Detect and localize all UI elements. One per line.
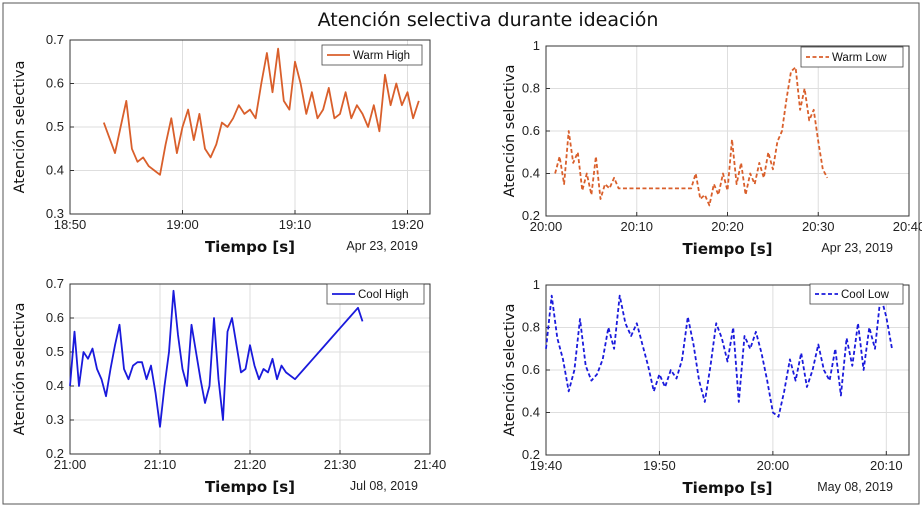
y-tick-label: 0.6: [46, 76, 64, 91]
legend: Cool High: [326, 283, 425, 305]
chart-warm-high: 0.3 0.4 0.5 0.6 0.7 18:50 19:00 19:10 19:20 Atenc…: [12, 32, 431, 256]
y-tick-label: 0.3: [46, 206, 64, 221]
series-line-warm-low: [554, 66, 829, 207]
legend: Warm High: [321, 44, 423, 66]
x-axis-label: Tiempo [s]: [682, 240, 772, 258]
x-tick-label: 19:50: [643, 458, 676, 473]
date-label: Jul 08, 2019: [350, 479, 418, 493]
legend-box: [809, 283, 904, 305]
x-tick-label: 19:10: [279, 217, 312, 232]
panels-container: 0.3 0.4 0.5 0.6 0.7 18:50 19:00 19:10 19:20 Atenc…: [12, 32, 922, 497]
y-axis-label: Atención selectiva: [12, 61, 28, 194]
x-tick-label: 20:00: [530, 219, 563, 234]
series-line-warm-high: [102, 47, 420, 176]
y-tick-label: 0.3: [46, 412, 64, 427]
plot-border: [545, 284, 910, 456]
y-tick-label: 1: [533, 277, 540, 292]
y-tick-label: 0.6: [46, 310, 64, 325]
x-tick-label: 19:40: [530, 458, 563, 473]
legend-label: Cool High: [358, 289, 409, 301]
legend: Warm Low: [800, 46, 904, 68]
x-tick-label: 19:00: [166, 217, 199, 232]
y-axis-label: Atención selectiva: [12, 303, 28, 436]
y-tick-label: 0.6: [522, 123, 540, 138]
y-tick-label: 0.4: [522, 405, 540, 420]
chart-warm-low: 0.2 0.4 0.6 0.8 1 20:00 20:10 20:20 20:30 20:40 At…: [502, 38, 922, 258]
figure-title: Atención selectiva durante ideación: [318, 9, 659, 31]
x-tick-label: 18:50: [54, 217, 87, 232]
series-line-cool-high: [69, 289, 364, 428]
x-tick-label: 20:00: [757, 458, 790, 473]
series-line-cool-low: [545, 294, 893, 418]
y-tick-label: 0.8: [522, 81, 540, 96]
x-tick-label: 20:10: [620, 219, 653, 234]
y-tick-label: 0.4: [46, 163, 64, 178]
x-tick-label: 21:30: [324, 457, 357, 472]
y-tick-label: 0.4: [522, 166, 540, 181]
y-tick-label: 0.4: [46, 378, 64, 393]
x-tick-label: 21:40: [414, 457, 447, 472]
plot-border: [545, 45, 910, 217]
legend-box: [326, 283, 425, 305]
x-axis-label: Tiempo [s]: [205, 478, 295, 496]
y-tick-label: 0.6: [522, 362, 540, 377]
x-tick-label: 20:20: [711, 219, 744, 234]
date-label: May 08, 2019: [817, 480, 893, 494]
y-tick-label: 0.5: [46, 344, 64, 359]
legend-label: Cool Low: [841, 289, 890, 301]
legend-label: Warm Low: [832, 52, 887, 64]
y-axis-label: Atención selectiva: [502, 65, 518, 198]
y-tick-label: 1: [533, 38, 540, 53]
chart-cool-high: 0.2 0.3 0.4 0.5 0.6 0.7 21:00 21:10 21:20 21:30 21…: [12, 276, 446, 496]
chart-cool-low: 0.2 0.4 0.6 0.8 1 19:40 19:50 20:00 20:10 Atenció…: [502, 277, 910, 497]
legend-label: Warm High: [353, 50, 410, 62]
x-tick-label: 19:20: [391, 217, 424, 232]
y-tick-label: 0.2: [522, 447, 540, 462]
legend: Cool Low: [809, 283, 904, 305]
legend-box: [800, 46, 904, 68]
x-axis-label: Tiempo [s]: [205, 238, 295, 256]
x-tick-label: 21:20: [234, 457, 267, 472]
plot-border: [69, 283, 431, 455]
x-tick-label: 20:10: [870, 458, 903, 473]
x-tick-label: 20:40: [893, 219, 922, 234]
y-tick-label: 0.5: [46, 119, 64, 134]
y-tick-label: 0.7: [46, 276, 64, 291]
plot-border: [69, 39, 431, 215]
legend-box: [321, 44, 423, 66]
y-tick-label: 0.2: [522, 208, 540, 223]
date-label: Apr 23, 2019: [821, 241, 893, 255]
y-tick-label: 0.2: [46, 446, 64, 461]
x-axis-label: Tiempo [s]: [682, 479, 772, 497]
date-label: Apr 23, 2019: [346, 239, 418, 253]
y-tick-label: 0.7: [46, 32, 64, 47]
x-tick-label: 20:30: [802, 219, 835, 234]
y-axis-label: Atención selectiva: [502, 304, 518, 437]
y-tick-label: 0.8: [522, 320, 540, 335]
x-tick-label: 21:10: [144, 457, 177, 472]
x-tick-label: 21:00: [54, 457, 87, 472]
